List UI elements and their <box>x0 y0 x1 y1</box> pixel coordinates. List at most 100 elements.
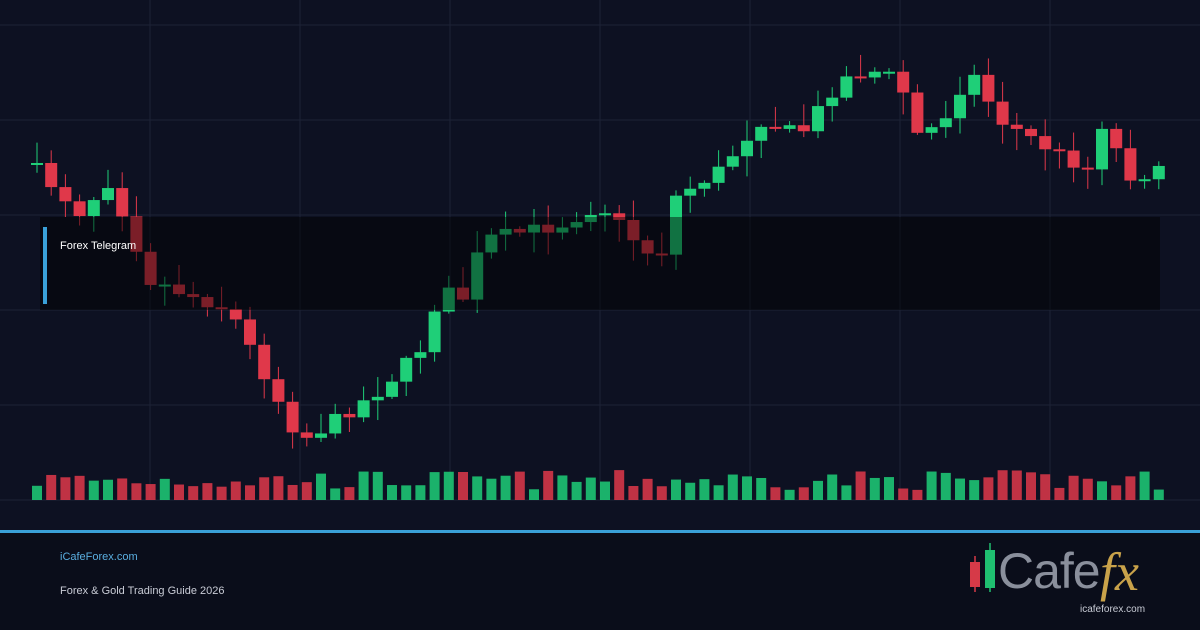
volume-bar <box>1068 475 1079 500</box>
candle <box>229 309 242 320</box>
candle <box>371 396 384 401</box>
candle <box>613 213 626 220</box>
divider <box>0 530 1200 533</box>
candle <box>1081 167 1094 170</box>
volume-bar <box>543 470 554 500</box>
band-label: Forex Telegram <box>60 240 136 252</box>
volume-bar <box>600 481 610 500</box>
volume-bar <box>869 477 880 500</box>
candle <box>329 413 342 434</box>
candle <box>556 227 569 233</box>
volume-bar <box>159 478 170 500</box>
candle <box>116 188 129 217</box>
candle <box>684 188 697 196</box>
candle <box>698 182 711 189</box>
logo-candle <box>985 550 995 588</box>
candle <box>996 101 1009 125</box>
volume-bar <box>614 470 625 500</box>
candle <box>897 71 910 93</box>
candle <box>528 224 540 233</box>
volume-bar <box>458 471 468 500</box>
volume-bar <box>884 477 894 500</box>
volume-bar <box>372 471 383 500</box>
volume <box>32 470 1164 500</box>
logo: Cafe fx icafeforex.com <box>970 542 1145 615</box>
volume-bar <box>969 480 980 500</box>
candle <box>1152 165 1165 180</box>
candle <box>726 156 739 167</box>
volume-bar <box>32 485 42 500</box>
volume-bar <box>1097 481 1107 500</box>
footer-title: Forex & Gold Trading Guide 2026 <box>60 585 224 597</box>
candle <box>712 166 725 183</box>
volume-bar <box>699 479 710 500</box>
candle <box>102 188 114 201</box>
volume-bar <box>60 477 71 500</box>
volume-bar <box>571 481 582 500</box>
candle <box>840 76 853 98</box>
volume-bar <box>898 488 909 500</box>
volume-bar <box>1011 470 1022 500</box>
candle <box>1138 179 1151 182</box>
candle <box>428 311 441 353</box>
volume-bar <box>656 486 667 500</box>
candle <box>73 201 86 217</box>
volume-bar <box>855 471 866 500</box>
volume-bar <box>798 487 809 500</box>
candle <box>1010 124 1023 129</box>
candle <box>357 400 370 418</box>
volume-bar <box>358 471 369 500</box>
candle <box>414 352 427 358</box>
volume-bar <box>429 472 440 500</box>
volume-bar <box>145 484 156 500</box>
candle <box>400 357 413 382</box>
volume-bar <box>685 482 696 500</box>
candle <box>655 253 668 256</box>
candle <box>968 74 981 95</box>
candle <box>1053 149 1066 152</box>
volume-bar <box>500 475 511 500</box>
volume-bar <box>912 489 923 500</box>
candle <box>1124 148 1137 181</box>
volume-bar <box>230 481 241 500</box>
candle <box>982 74 995 102</box>
candle <box>599 213 611 216</box>
volume-bar <box>273 476 284 500</box>
candle <box>201 297 214 308</box>
volume-bar <box>245 485 255 500</box>
volume-bar <box>117 478 128 500</box>
candle <box>783 125 796 129</box>
volume-bar <box>585 477 596 500</box>
candle <box>812 106 824 132</box>
volume-bar <box>628 486 639 500</box>
volume-bar <box>827 474 838 500</box>
candle <box>868 71 881 78</box>
candle <box>911 92 924 133</box>
label-band <box>40 217 1160 310</box>
candle <box>215 307 228 310</box>
volume-bar <box>1054 487 1065 500</box>
volume-bar <box>88 480 99 500</box>
volume-bar <box>344 487 355 500</box>
footer-background <box>0 533 1200 630</box>
volume-bar <box>742 476 752 500</box>
logo-url: icafeforex.com <box>1080 604 1145 615</box>
volume-bar <box>202 483 213 500</box>
candle <box>130 216 143 252</box>
candle <box>1110 128 1123 149</box>
volume-bar <box>642 478 653 500</box>
volume-bar <box>1082 478 1093 500</box>
candle <box>627 219 640 241</box>
volume-bar <box>287 484 298 500</box>
candle <box>1067 150 1080 168</box>
logo-candle <box>970 562 980 587</box>
volume-bar <box>174 484 184 500</box>
volume-bar <box>997 470 1008 500</box>
volume-bar <box>443 471 454 500</box>
candle <box>1039 136 1052 150</box>
candle <box>187 294 200 298</box>
candle <box>87 200 100 217</box>
volume-bar <box>472 476 483 500</box>
candle <box>797 125 810 132</box>
footer-site: iCafeForex.com <box>60 551 138 563</box>
